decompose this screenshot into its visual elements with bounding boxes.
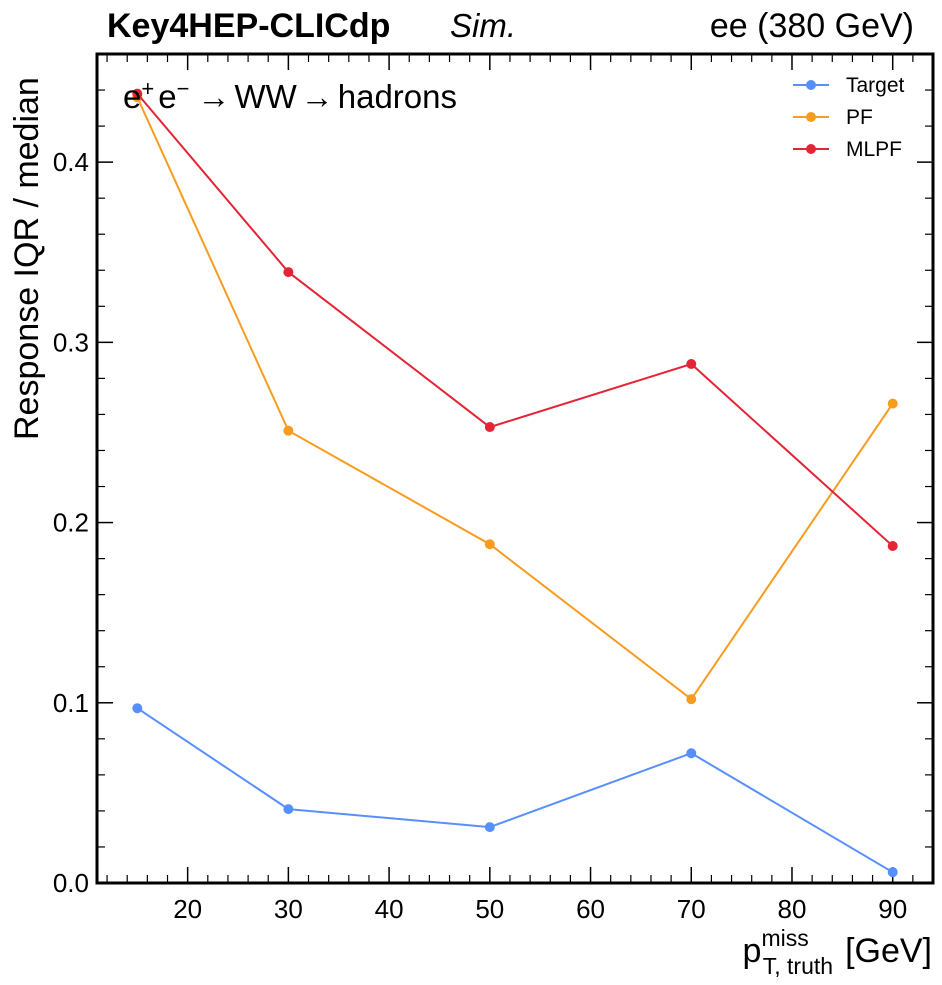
series-layer [132,88,898,878]
legend-marker [806,144,816,154]
legend-label: MLPF [846,138,902,161]
series-pf [132,92,898,705]
y-tick-label: 0.3 [53,327,89,357]
x-axis-label: pmiss T, truth [GeV] [743,925,932,979]
series-line [136,92,894,547]
y-axis-label: Response IQR / median [8,77,46,440]
data-point [132,703,143,714]
legend-marker [806,80,816,90]
legend-entry-mlpf: MLPF [793,138,902,161]
plot-area [95,52,935,885]
data-point [484,539,495,550]
data-point [887,540,898,551]
y-tick-label: 0.2 [53,508,89,538]
legend: Target PF MLPF [793,74,905,161]
data-point [484,822,495,833]
experiment-label: Key4HEP-CLICdp [107,7,390,45]
data-point [132,88,143,99]
series-target [132,703,898,878]
x-tick-label: 50 [475,894,504,924]
x-tick-label: 90 [878,894,907,924]
data-point [686,694,697,705]
series-line [136,96,894,701]
data-point [283,804,294,815]
data-point [887,398,898,409]
axis-ticks [97,53,934,884]
energy-label: ee (380 GeV) [710,7,914,45]
legend-entry-pf: PF [793,106,873,129]
y-tick-labels: 0.0 0.1 0.2 0.3 0.4 [53,147,89,898]
x-tick-label: 60 [576,894,605,924]
x-tick-label: 80 [778,894,807,924]
data-point [686,748,697,759]
y-tick-label: 0.4 [53,147,89,177]
x-tick-labels: 20 30 40 50 60 70 80 90 [173,894,907,924]
series-line [136,707,894,874]
data-point [283,425,294,436]
data-point [887,867,898,878]
data-point [686,358,697,369]
y-tick-label: 0.0 [53,868,89,898]
process-label: e+ e− → WW → hadrons [123,76,457,115]
x-tick-label: 20 [173,894,202,924]
x-tick-label: 70 [677,894,706,924]
x-tick-label: 40 [375,894,404,924]
series-mlpf [132,88,898,551]
legend-marker [806,112,816,122]
legend-label: PF [846,106,873,129]
data-point [283,267,294,278]
y-tick-label: 0.1 [53,688,89,718]
data-point [484,422,495,433]
legend-entry-target: Target [793,74,905,97]
x-tick-label: 30 [274,894,303,924]
legend-label: Target [846,74,905,97]
status-label: Sim. [450,7,516,44]
